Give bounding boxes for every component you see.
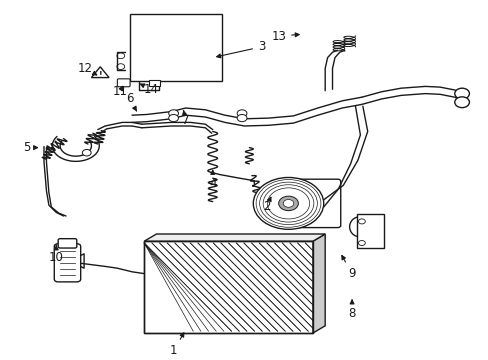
Circle shape [454, 88, 468, 99]
Text: !: ! [98, 71, 102, 80]
Polygon shape [312, 234, 325, 333]
Text: 14: 14 [140, 83, 159, 96]
Text: 3: 3 [216, 40, 265, 58]
Circle shape [278, 196, 298, 211]
Circle shape [168, 114, 178, 122]
Bar [144, 241, 312, 333]
Polygon shape [144, 234, 325, 241]
FancyBboxPatch shape [54, 244, 81, 282]
Text: 7: 7 [182, 111, 189, 127]
Text: 5: 5 [23, 141, 38, 154]
Bar [149, 80, 160, 86]
Text: 4: 4 [208, 170, 216, 190]
Text: 10: 10 [49, 245, 63, 264]
Text: 8: 8 [347, 300, 355, 320]
Circle shape [283, 199, 293, 207]
Bar [129, 14, 222, 81]
Bar [144, 241, 312, 333]
Text: 12: 12 [78, 62, 97, 75]
Circle shape [237, 110, 246, 117]
Text: 13: 13 [271, 30, 299, 42]
Text: 11: 11 [112, 85, 127, 98]
Text: 6: 6 [125, 93, 136, 111]
Circle shape [253, 177, 323, 229]
Bar [356, 214, 383, 248]
Circle shape [454, 97, 468, 108]
Circle shape [237, 114, 246, 122]
Circle shape [168, 110, 178, 117]
Text: 1: 1 [169, 333, 183, 357]
Polygon shape [91, 67, 109, 77]
Circle shape [82, 149, 91, 156]
FancyBboxPatch shape [117, 79, 130, 87]
FancyBboxPatch shape [296, 179, 340, 228]
Text: 2: 2 [262, 197, 270, 213]
Text: 9: 9 [341, 256, 355, 280]
FancyBboxPatch shape [58, 239, 77, 248]
